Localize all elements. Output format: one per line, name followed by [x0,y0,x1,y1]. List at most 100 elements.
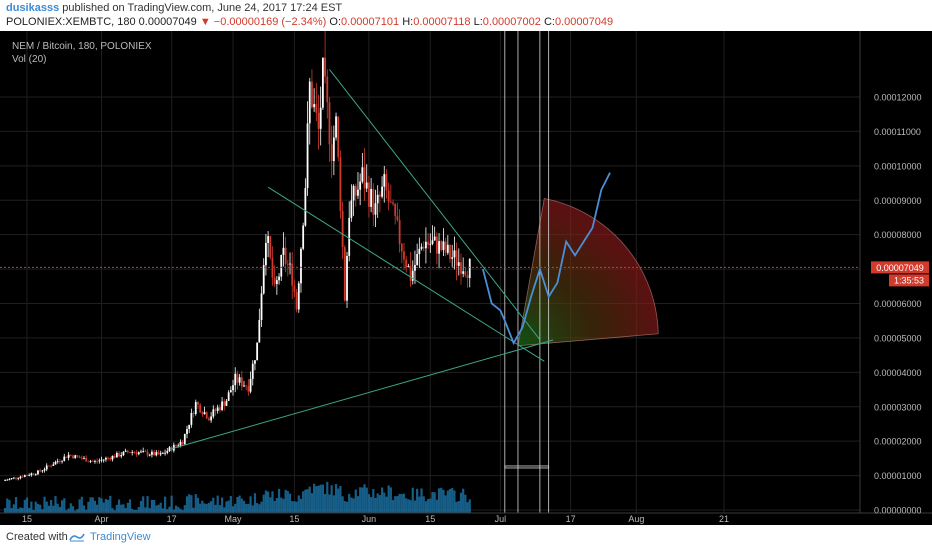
candle-body [354,185,357,196]
volume-bar [104,499,108,513]
volume-bar [74,510,77,513]
ohlc-close: 0.00007049 [554,16,614,28]
candle-body [69,454,72,456]
candle-body [80,457,83,459]
volume-bar [337,488,340,513]
volume-bar [76,509,79,513]
candle-body [328,102,331,145]
volume-bar [89,497,92,513]
volume-bar [52,505,55,513]
volume-bar [359,487,362,513]
candle-body [343,247,346,301]
candle-body [218,407,221,410]
y-tick-label: 0.00001000 [874,471,922,481]
volume-bar [229,495,232,513]
trend-line [267,186,545,362]
volume-bar [194,494,197,513]
volume-bar [291,501,294,513]
candle-body [365,182,368,189]
candle-body [177,445,180,447]
volume-bar [190,495,193,513]
candle-body [118,453,120,457]
volume-bar [50,499,53,513]
candle-body [449,244,451,259]
candle-body [94,461,96,462]
candle-body [238,377,241,383]
projection-path [482,172,611,346]
volume-bar [352,498,355,513]
volume-bar [422,496,425,513]
volume-bar [111,508,114,513]
volume-bar [372,489,375,513]
volume-bar [115,504,118,513]
volume-bar [343,501,346,513]
ohlc-c-label: C: [543,16,555,28]
y-tick-label: 0.00005000 [874,333,922,343]
volume-bar [227,500,230,513]
volume-bar [253,493,257,513]
candle-body [87,461,90,463]
volume-bar [391,499,395,513]
candle-body [302,225,305,249]
candle-body [243,385,245,387]
volume-bar [214,504,217,513]
volume-bar [225,501,228,513]
volume-bar [220,497,224,513]
ohlc-low: 0.00007002 [482,16,541,28]
volume-bar [102,502,105,513]
volume-bar [161,508,164,513]
volume-bar [326,481,329,513]
candle-body [197,402,199,405]
candle-body [190,412,193,425]
candle-body [85,457,88,462]
candle-body [170,447,173,451]
candle-body [155,452,158,456]
candle-body [245,385,248,387]
volume-bar [468,499,471,513]
y-tick-label: 0.00010000 [874,161,922,171]
volume-bar [100,498,103,513]
volume-bar [247,503,250,513]
volume-bar [367,494,371,513]
trend-line [171,339,554,450]
candle-body [175,444,177,446]
volume-bar [396,496,399,513]
chart-area[interactable]: 0.00012000 0.00011000 0.00010000 0.00009000… [0,30,932,525]
volume-bar [183,505,186,513]
symbol-info: POLONIEX:XEMBTC, 180 0.00007049 [6,16,197,28]
candle-body [330,144,333,162]
volume-bar [345,501,349,513]
candle-body [317,112,320,129]
candle-body [295,292,298,310]
forecast-zone [517,198,659,347]
volume-bar [30,501,33,513]
tradingview-brand[interactable]: TradingView [90,531,151,543]
ohlc-o-label: O: [329,16,342,28]
author-name[interactable]: dusikasss [6,2,60,14]
candle-body [425,241,427,249]
price-chart[interactable]: 0.00012000 0.00011000 0.00010000 0.00009000… [0,30,932,525]
candle-body [19,476,22,479]
candle-body [414,264,416,271]
volume-bar [341,496,344,513]
volume-bar [400,494,403,513]
volume-bar [181,509,184,513]
candle-body [194,402,197,414]
candle-body [282,247,285,255]
volume-bar [271,491,274,513]
candle-body [350,200,353,218]
candle-body [396,216,399,220]
candle-body [229,390,232,393]
volume-bar [321,484,324,513]
volume-bar [41,509,44,513]
candle-body [346,255,348,301]
volume-bar [172,509,175,513]
candle-body [258,319,261,343]
candle-body [311,81,313,108]
candle-body [212,409,215,417]
volume-bar [201,500,204,513]
candle-body [341,210,344,248]
publish-line: dusikasss published on TradingView.com, … [6,2,342,14]
candle-body [65,456,68,458]
volume-bar [242,500,246,513]
